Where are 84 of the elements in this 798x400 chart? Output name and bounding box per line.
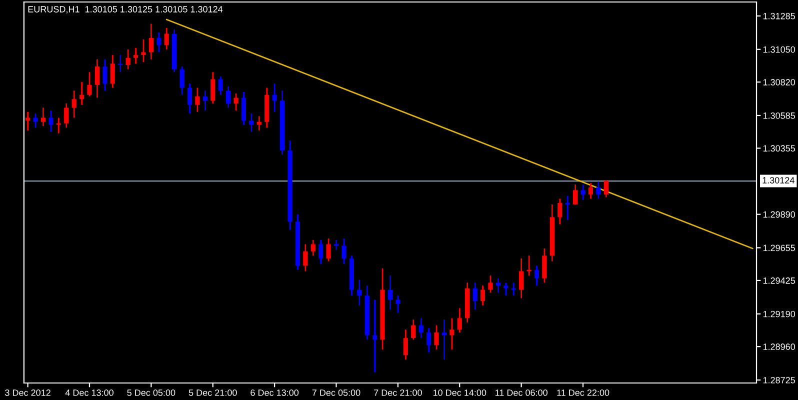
candlestick: [480, 284, 486, 306]
candlestick: [148, 23, 154, 60]
candlestick: [133, 47, 138, 64]
candlestick: [542, 248, 547, 284]
candlestick: [596, 180, 601, 200]
y-tick-label: 1.29425: [763, 277, 796, 284]
chart-title: EURUSD,H1 1.30105 1.30125 1.30105 1.30124: [28, 6, 223, 14]
candlestick: [504, 282, 508, 296]
x-tick-label: 4 Dec 13:00: [65, 389, 114, 396]
candlestick: [249, 112, 254, 133]
candlestick: [48, 110, 54, 133]
candlestick: [226, 86, 231, 108]
candlestick: [519, 258, 524, 299]
candlestick: [534, 264, 540, 286]
candlestick: [496, 278, 500, 294]
candlestick: [457, 308, 462, 334]
candlestick: [210, 71, 216, 104]
candlestick: [318, 239, 324, 265]
candlestick: [334, 239, 339, 251]
y-tick-label: 1.30820: [763, 79, 796, 86]
candlestick: [604, 180, 608, 198]
candlestick: [87, 71, 92, 97]
candlestick: [418, 317, 424, 339]
candlestick: [403, 328, 408, 360]
candlestick: [310, 239, 316, 256]
x-tick-label: 6 Dec 13:00: [250, 389, 299, 396]
y-tick-label: 1.31050: [763, 46, 796, 53]
candlestick: [565, 195, 570, 221]
candlestick: [218, 76, 223, 96]
candlestick: [102, 58, 108, 92]
candlestick: [372, 298, 378, 373]
candlestick: [357, 279, 362, 306]
candlestick: [202, 90, 208, 112]
candlestick: [25, 111, 30, 132]
candlestick: [164, 27, 169, 50]
candlestick: [94, 58, 100, 98]
candlestick: [450, 317, 454, 350]
candlestick: [156, 32, 162, 53]
candlestick: [426, 327, 432, 353]
candlestick: [72, 90, 76, 118]
candlestick: [234, 92, 238, 112]
candlestick: [388, 274, 393, 310]
y-tick-label: 1.28960: [763, 344, 796, 350]
candlestick: [434, 324, 439, 350]
x-tick-label: 11 Dec 22:00: [557, 389, 610, 396]
x-tick-label: 10 Dec 14:00: [433, 389, 486, 396]
y-tick-label: 1.30355: [763, 145, 796, 152]
y-tick-label: 1.28725: [763, 376, 796, 384]
x-tick-label: 5 Dec 21:00: [188, 389, 237, 396]
candlestick: [558, 198, 562, 225]
x-tick-label: 5 Dec 05:00: [127, 389, 176, 396]
candlestick: [40, 106, 46, 127]
candlestick: [64, 102, 69, 128]
candlestick: [572, 184, 578, 206]
candlestick: [396, 294, 400, 314]
candlestick: [126, 48, 130, 70]
candlestick: [326, 238, 331, 262]
y-tick-label: 1.29890: [763, 211, 796, 218]
candlestick: [472, 282, 478, 310]
candlestick: [241, 91, 246, 126]
ref-line-label: 1.30124: [762, 177, 794, 184]
y-tick-label: 1.29655: [763, 244, 796, 252]
candlestick: [411, 318, 416, 340]
x-tick-label: 7 Dec 21:00: [374, 389, 422, 396]
y-tick-label: 1.31285: [763, 12, 796, 20]
candlestick: [303, 244, 308, 272]
candlestick: [110, 54, 115, 88]
candlestick: [580, 184, 586, 201]
candlestick: [342, 238, 346, 265]
x-tick-label: 7 Dec 05:00: [312, 389, 360, 396]
y-tick-label: 1.29190: [763, 310, 796, 318]
candlestick: [79, 81, 84, 106]
y-tick-label: 1.30585: [763, 112, 796, 119]
candlestick: [488, 274, 493, 294]
candlestick: [187, 82, 192, 114]
x-tick-label: 3 Dec 2012: [5, 389, 50, 396]
candlestick: [180, 66, 184, 96]
candlestick: [33, 112, 38, 128]
candlestick: [272, 82, 277, 113]
candlestick: [588, 182, 594, 200]
candlestick: [195, 87, 200, 113]
x-tick-label: 11 Dec 06:00: [495, 389, 548, 396]
candlestick: [118, 54, 123, 73]
candlestick: [141, 38, 146, 63]
